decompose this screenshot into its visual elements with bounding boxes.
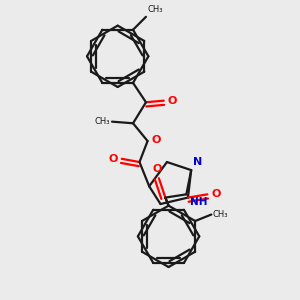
Text: N: N xyxy=(193,157,202,167)
Text: O: O xyxy=(212,189,221,199)
Text: O: O xyxy=(153,164,162,174)
Text: O: O xyxy=(108,154,118,164)
Text: CH₃: CH₃ xyxy=(148,5,163,14)
Text: O: O xyxy=(152,135,161,145)
Text: NH: NH xyxy=(190,197,207,207)
Text: O: O xyxy=(168,96,177,106)
Text: CH₃: CH₃ xyxy=(95,117,110,126)
Text: CH₃: CH₃ xyxy=(213,210,228,219)
